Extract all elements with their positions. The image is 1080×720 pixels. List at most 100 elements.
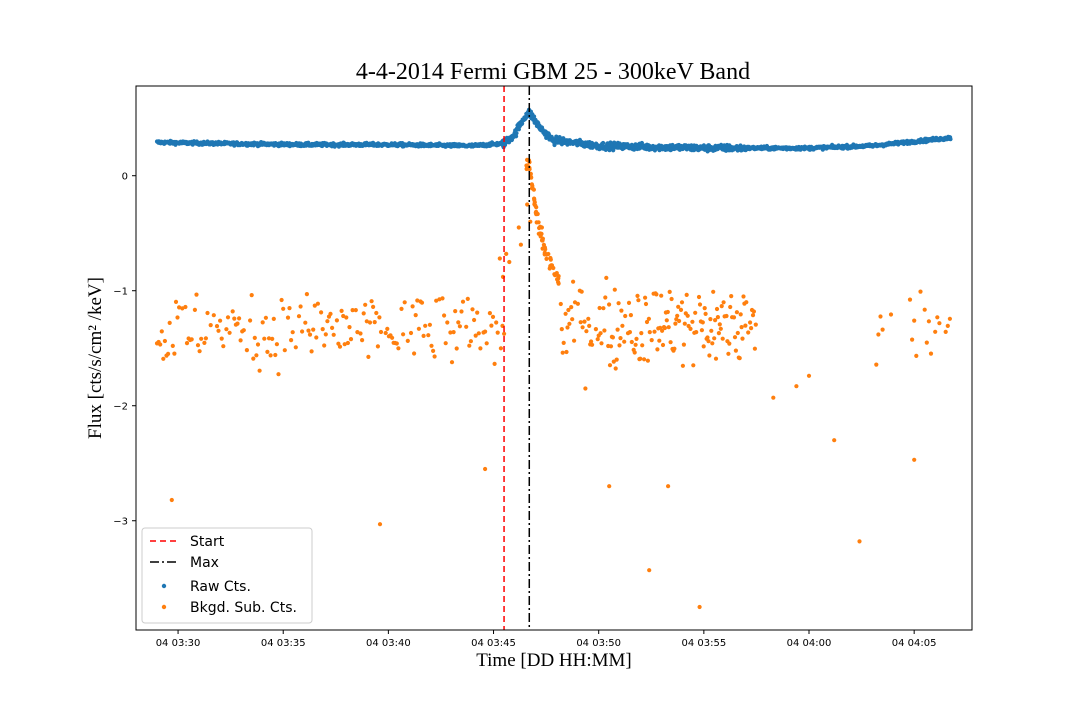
bkgd-point bbox=[649, 338, 654, 343]
bkgd-point bbox=[709, 328, 714, 333]
bkgd-point bbox=[350, 308, 355, 313]
bkgd-point bbox=[429, 343, 434, 348]
bkgd-point bbox=[402, 300, 407, 305]
bkgd-point bbox=[708, 317, 713, 322]
bkgd-point bbox=[561, 340, 566, 345]
bkgd-point bbox=[244, 348, 249, 353]
bkgd-point bbox=[507, 259, 512, 265]
bkgd-point bbox=[360, 338, 365, 343]
raw-point bbox=[520, 121, 525, 126]
bkgd-point bbox=[711, 289, 716, 294]
bkgd-point bbox=[483, 329, 488, 334]
bkgd-point bbox=[933, 329, 938, 334]
legend-max-label: Max bbox=[190, 555, 219, 571]
bkgd-point bbox=[456, 320, 461, 325]
bkgd-point bbox=[607, 363, 613, 368]
bkgd-point bbox=[719, 304, 724, 309]
bkgd-point bbox=[490, 314, 496, 319]
bkgd-point bbox=[529, 175, 534, 180]
bkgd-point bbox=[701, 344, 706, 349]
bkgd-point bbox=[738, 312, 743, 317]
bkgd-point bbox=[531, 187, 537, 192]
bkgd-point bbox=[457, 324, 462, 329]
bkgd-point bbox=[497, 256, 502, 261]
legend-bkgd-label: Bkgd. Sub. Cts. bbox=[190, 600, 297, 616]
bkgd-point bbox=[718, 326, 723, 331]
bkgd-point bbox=[618, 336, 623, 341]
bkgd-point bbox=[643, 301, 649, 307]
bkgd-point bbox=[225, 315, 231, 320]
bkgd-point bbox=[628, 313, 634, 318]
bkgd-point bbox=[556, 274, 561, 279]
bkgd-point bbox=[607, 302, 612, 307]
bkgd-point bbox=[195, 343, 201, 348]
bkgd-point bbox=[470, 307, 475, 312]
bkgd-point bbox=[664, 318, 669, 323]
bkgd-point bbox=[427, 322, 432, 327]
bkgd-point bbox=[516, 225, 521, 230]
bkgd-point bbox=[794, 384, 799, 389]
bkgd-point bbox=[254, 353, 259, 358]
bkgd-point bbox=[874, 362, 879, 367]
x-tick-label: 04 03:45 bbox=[471, 638, 516, 649]
bkgd-point bbox=[298, 304, 303, 309]
bkgd-point bbox=[252, 335, 257, 340]
bkgd-point bbox=[681, 342, 687, 347]
bkgd-point bbox=[266, 336, 272, 341]
bkgd-point bbox=[492, 361, 497, 366]
plot-area bbox=[154, 86, 953, 630]
bkgd-point bbox=[296, 314, 302, 319]
bkgd-point bbox=[583, 386, 588, 391]
x-tick-label: 04 03:50 bbox=[576, 638, 621, 649]
bkgd-point bbox=[706, 339, 711, 344]
bkgd-point bbox=[405, 338, 410, 343]
bkgd-point bbox=[342, 342, 347, 347]
bkgd-point bbox=[483, 466, 488, 472]
bkgd-point bbox=[285, 315, 291, 320]
bkgd-point bbox=[734, 310, 740, 315]
bkgd-point bbox=[396, 346, 401, 351]
bkgd-point bbox=[672, 346, 677, 351]
bkgd-point bbox=[216, 328, 221, 333]
bkgd-point bbox=[230, 309, 235, 314]
bkgd-point bbox=[394, 341, 399, 346]
bkgd-point bbox=[432, 354, 437, 359]
bkgd-point bbox=[696, 294, 702, 300]
bkgd-point bbox=[652, 329, 657, 334]
bkgd-point bbox=[669, 296, 674, 302]
bkgd-point bbox=[593, 327, 599, 332]
x-tick-label: 04 04:00 bbox=[787, 638, 832, 649]
legend: Start Max Raw Cts. Bkgd. Sub. Cts. bbox=[141, 527, 313, 624]
bkgd-point bbox=[410, 304, 415, 309]
legend-raw-swatch bbox=[161, 583, 167, 589]
bkgd-point bbox=[771, 395, 776, 400]
bkgd-point bbox=[665, 309, 670, 315]
bkgd-point bbox=[578, 320, 583, 325]
bkgd-point bbox=[726, 351, 731, 356]
bkgd-point bbox=[691, 363, 696, 368]
bkgd-point bbox=[945, 323, 950, 328]
y-tick-label: −1 bbox=[113, 287, 128, 298]
bkgd-point bbox=[361, 311, 366, 316]
bkgd-point bbox=[227, 330, 232, 335]
bkgd-point bbox=[265, 349, 270, 354]
bkgd-point bbox=[601, 306, 606, 311]
bkgd-point bbox=[255, 342, 261, 347]
bkgd-point bbox=[566, 307, 571, 313]
bkgd-point bbox=[303, 320, 308, 325]
bkgd-point bbox=[752, 346, 758, 351]
bkgd-point bbox=[443, 341, 448, 346]
bkgd-point bbox=[640, 343, 645, 348]
bkgd-point bbox=[688, 326, 693, 331]
bkgd-point bbox=[538, 224, 543, 229]
bkgd-point bbox=[467, 343, 472, 348]
bkgd-point bbox=[170, 343, 175, 348]
bkgd-point bbox=[714, 306, 720, 312]
bkgd-point bbox=[741, 294, 746, 299]
bkgd-point bbox=[312, 303, 317, 308]
bkgd-point bbox=[880, 327, 885, 332]
bkgd-point bbox=[699, 328, 705, 333]
bkgd-point bbox=[676, 304, 681, 309]
bkgd-point bbox=[634, 336, 639, 341]
